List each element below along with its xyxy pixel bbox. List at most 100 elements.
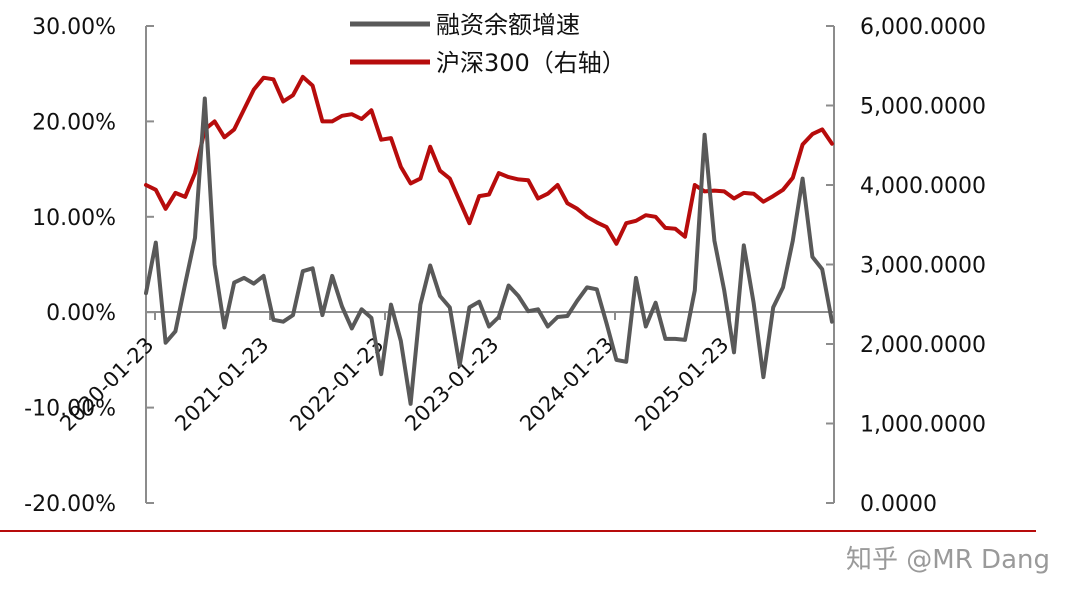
- series-point: [742, 191, 746, 195]
- series-point: [183, 195, 187, 199]
- series-point: [438, 294, 442, 298]
- series-point: [732, 350, 736, 354]
- series-point: [820, 127, 824, 131]
- series-point: [360, 307, 364, 311]
- y-left-ticks: 30.00% 20.00% 10.00% 0.00% -10.00% -20.00%: [24, 15, 154, 517]
- series-point: [144, 183, 148, 187]
- series-point: [654, 301, 658, 305]
- series-point: [536, 307, 540, 311]
- series-point: [311, 84, 315, 88]
- series-point: [752, 301, 756, 305]
- x-tick-label: 2025-01-23: [630, 333, 733, 436]
- y-left-tick-label: -10.00%: [24, 397, 116, 422]
- series-point: [320, 313, 324, 317]
- y-left-tick-label: 0.00%: [46, 301, 116, 326]
- series-point: [634, 219, 638, 223]
- series-point: [673, 227, 677, 231]
- y-right-tick-label: 6,000.0000: [860, 15, 986, 40]
- series-point: [252, 88, 256, 92]
- series-point: [291, 313, 295, 317]
- y-left-axis: 30.00% 20.00% 10.00% 0.00% -10.00% -20.00%: [24, 15, 154, 517]
- series-point: [330, 119, 334, 123]
- y-right-tick-label: 2,000.0000: [860, 333, 986, 358]
- series-right: [144, 74, 834, 246]
- series-point: [605, 225, 609, 229]
- series-point: [722, 189, 726, 193]
- series-point: [301, 75, 305, 79]
- y-left-tick-label: 30.00%: [32, 15, 116, 40]
- series-point: [467, 305, 471, 309]
- series-point: [595, 287, 599, 291]
- series-point: [654, 215, 658, 219]
- series-point: [252, 282, 256, 286]
- series-point: [722, 288, 726, 292]
- series-point: [605, 322, 609, 326]
- series-point: [595, 220, 599, 224]
- series-point: [546, 192, 550, 196]
- series-point: [712, 189, 716, 193]
- series-point: [428, 264, 432, 267]
- series-point: [154, 241, 158, 245]
- series-point: [634, 276, 638, 280]
- y-right-tick-label: 1,000.0000: [860, 413, 986, 438]
- x-tick-label: 2024-01-23: [515, 333, 618, 436]
- series-point: [183, 282, 187, 286]
- series-point: [350, 326, 354, 330]
- series-point: [320, 119, 324, 123]
- series-point: [330, 274, 334, 278]
- series-point: [575, 299, 579, 303]
- series-point: [164, 207, 168, 211]
- series-point: [771, 194, 775, 198]
- y-right-ticks: 6,000.0000 5,000.0000 4,000.0000 3,000.0000…: [826, 15, 986, 517]
- y-right-axis: 6,000.0000 5,000.0000 4,000.0000 3,000.0000…: [826, 15, 986, 517]
- series-point: [487, 325, 491, 328]
- series-point: [507, 175, 511, 179]
- series-point: [820, 267, 824, 271]
- series-point: [614, 358, 618, 362]
- series-point: [565, 314, 569, 318]
- series-point: [409, 181, 413, 185]
- series-point: [526, 309, 530, 313]
- series-point: [487, 193, 491, 196]
- y-left-tick-label: -20.00%: [24, 492, 116, 517]
- series-point: [781, 188, 785, 192]
- y-left-tick-label: 10.00%: [32, 206, 116, 231]
- x-tick-label: 2022-01-23: [285, 333, 388, 436]
- series-point: [232, 281, 236, 285]
- series-point: [732, 197, 736, 200]
- series-point: [448, 305, 452, 309]
- series-point: [693, 183, 697, 187]
- series-point: [830, 142, 834, 146]
- series-point: [438, 169, 442, 173]
- series-point: [624, 360, 628, 364]
- series-point: [340, 114, 344, 118]
- series-point: [663, 337, 667, 341]
- series-point: [193, 236, 197, 240]
- series-point: [428, 145, 432, 149]
- series-point: [173, 329, 177, 333]
- series-point: [399, 339, 403, 343]
- series-point: [291, 93, 295, 97]
- series-point: [526, 178, 530, 182]
- series-point: [242, 276, 246, 280]
- series-point: [213, 119, 217, 123]
- series-point: [173, 191, 177, 195]
- series-point: [801, 177, 805, 181]
- series-point: [477, 194, 481, 198]
- series-point: [262, 76, 266, 80]
- series-point: [271, 318, 275, 322]
- series-point: [673, 337, 677, 341]
- series-point: [761, 375, 765, 379]
- y-left-tick-label: 20.00%: [32, 110, 116, 135]
- series-point: [516, 177, 520, 181]
- series-point: [389, 303, 393, 307]
- y-right-tick-label: 0.0000: [860, 492, 937, 517]
- series-point: [781, 285, 785, 289]
- series-point: [536, 197, 540, 200]
- series-point: [761, 200, 765, 204]
- series-point: [801, 143, 805, 146]
- series-point: [497, 171, 501, 175]
- series-point: [467, 221, 471, 225]
- series-point: [222, 326, 226, 329]
- legend-label: 沪深300（右轴）: [436, 49, 626, 77]
